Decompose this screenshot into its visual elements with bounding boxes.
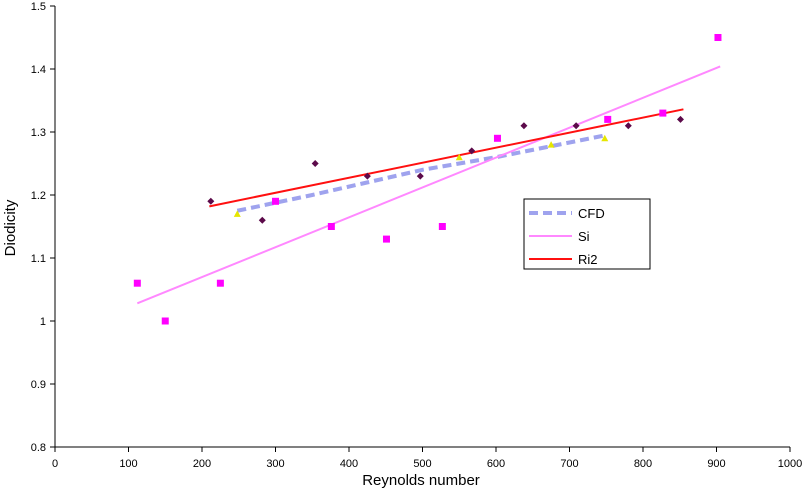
point-si [133,279,141,287]
y-tick-label: 0.9 [31,379,46,391]
point-si [659,109,667,117]
x-tick-label: 100 [119,458,137,470]
y-tick-label: 0.8 [31,442,46,454]
point-ri2 [258,216,266,224]
point-ri2 [207,197,215,205]
x-tick-label: 500 [413,458,431,470]
legend: CFD Si Ri2 [523,198,651,270]
point-cfd [455,153,463,161]
point-cfd [601,134,609,142]
y-tick-label: 1.3 [31,127,46,139]
y-tick-label: 1.5 [31,1,46,13]
point-si [382,235,390,243]
point-si [161,317,169,325]
trendlines-layer [136,65,721,305]
x-tick-label: 200 [193,458,211,470]
x-tick-label: 1000 [778,458,802,470]
point-si [604,115,612,123]
y-tick-label: 1.4 [31,64,46,76]
trendline-cfd [236,133,607,213]
legend-label-ri2: Ri2 [578,252,598,267]
point-si [272,197,279,205]
point-ri2 [572,122,580,130]
point-si [438,223,446,230]
x-tick-label: 900 [707,458,725,470]
legend-label-si: Si [578,229,590,244]
x-tick-label: 400 [340,458,358,470]
point-si [327,223,335,230]
point-ri2 [676,115,684,123]
point-ri2 [624,122,632,130]
point-si [714,34,722,41]
point-si [216,279,224,287]
point-ri2 [416,172,424,180]
legend-label-cfd: CFD [578,206,605,221]
x-tick-label: 600 [487,458,505,470]
y-tick-label: 1 [40,316,46,328]
x-axis-label: Reynolds number [362,472,480,489]
x-tick-label: 0 [52,458,58,470]
trendline-si [136,65,721,305]
point-ri2 [311,160,319,167]
legend-box [523,198,651,270]
y-tick-label: 1.2 [31,190,46,202]
y-tick-label: 1.1 [31,253,46,265]
x-tick-label: 700 [560,458,578,470]
point-cfd [233,210,241,217]
point-ri2 [468,147,476,155]
point-cfd [547,141,555,148]
y-axis-label: Diodicity [2,199,19,256]
axes-layer: 0 100 200 300 400 500 600 700 800 900 1000 0.8 0.9 1 1… [31,1,803,470]
point-ri2 [363,172,371,180]
point-ri2 [520,122,528,130]
data-points-layer [133,34,722,325]
trendline-ri2 [209,108,684,208]
x-tick-label: 800 [634,458,652,470]
x-tick-label: 300 [266,458,284,470]
point-si [493,134,501,142]
